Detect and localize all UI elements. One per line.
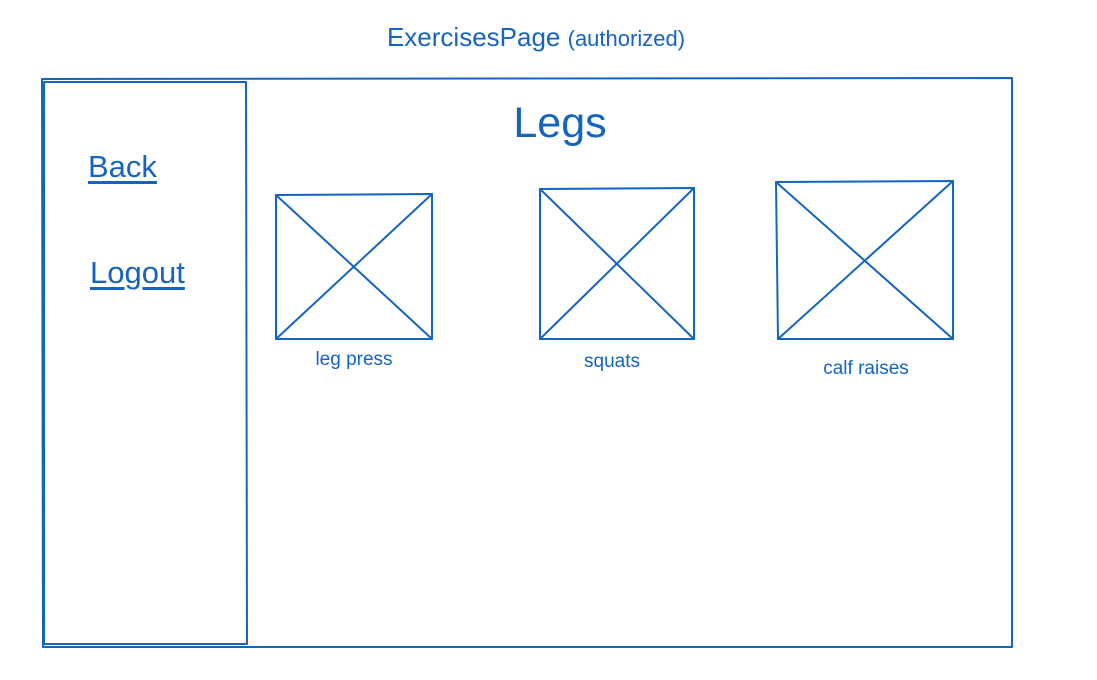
exercise-image-placeholder-squats[interactable] xyxy=(539,187,695,340)
logout-link[interactable]: Logout xyxy=(90,255,185,290)
exercise-image-placeholder-calf-raises[interactable] xyxy=(775,180,954,340)
sidebar-panel xyxy=(43,81,248,645)
section-title: Legs xyxy=(513,99,607,147)
page-title-note: (authorized) xyxy=(567,26,686,51)
page-title-name: ExercisesPage xyxy=(386,22,561,52)
exercise-label-squats[interactable]: squats xyxy=(584,351,640,372)
exercise-label-leg-press[interactable]: leg press xyxy=(315,349,393,370)
exercise-label-calf-raises[interactable]: calf raises xyxy=(823,358,909,379)
exercise-image-placeholder-leg-press[interactable] xyxy=(275,193,433,340)
page-title: ExercisesPage (authorized) xyxy=(0,20,1072,56)
back-link[interactable]: Back xyxy=(88,149,157,184)
window-frame xyxy=(41,77,1013,648)
